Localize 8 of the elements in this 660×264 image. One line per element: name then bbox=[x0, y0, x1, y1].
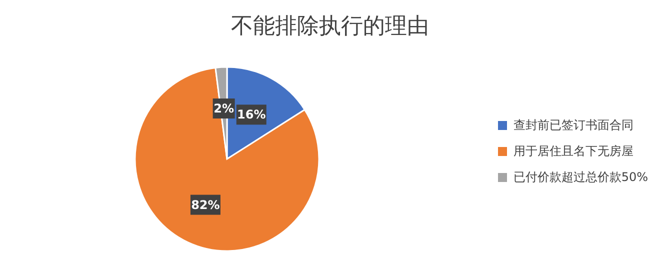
legend-label: 已付价款超过总价款50% bbox=[513, 169, 648, 186]
legend-label: 用于居住且名下无房屋 bbox=[513, 143, 634, 160]
pie-slice bbox=[134, 66, 320, 252]
chart-title: 不能排除执行的理由 bbox=[230, 13, 430, 41]
data-label: 2% bbox=[214, 102, 234, 116]
legend-label: 查封前已签订书面合同 bbox=[513, 117, 634, 134]
data-label: 16% bbox=[237, 108, 266, 122]
data-label: 82% bbox=[191, 198, 220, 212]
